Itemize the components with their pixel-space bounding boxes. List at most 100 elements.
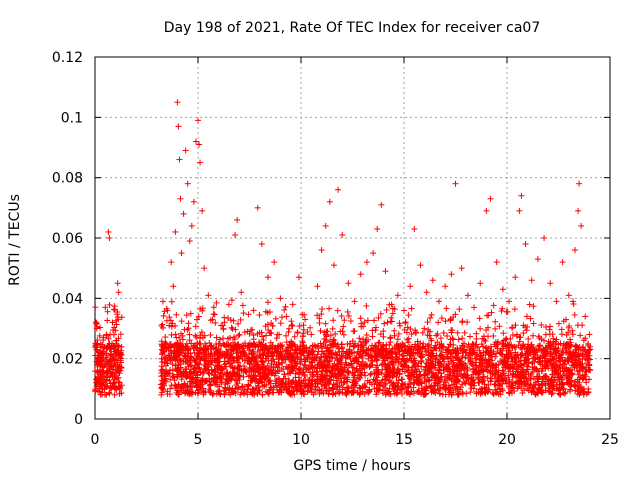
- data-point: [186, 238, 193, 245]
- data-point: [496, 323, 503, 330]
- data-point: [375, 314, 382, 321]
- data-point: [340, 331, 347, 338]
- data-point: [565, 292, 572, 299]
- data-point: [530, 320, 537, 327]
- data-point: [446, 372, 453, 379]
- data-point: [512, 322, 519, 329]
- data-point: [228, 324, 235, 331]
- data-point: [571, 247, 578, 254]
- data-point: [463, 390, 470, 397]
- data-point: [97, 324, 104, 331]
- data-point: [450, 336, 457, 343]
- data-point: [575, 207, 582, 214]
- data-point: [576, 180, 583, 187]
- data-point: [412, 330, 419, 337]
- data-point: [195, 313, 202, 320]
- data-point: [391, 332, 398, 339]
- data-point: [405, 335, 412, 342]
- data-point: [308, 331, 315, 338]
- data-point: [205, 292, 212, 299]
- x-tick-label: 5: [194, 432, 203, 448]
- data-point: [569, 298, 576, 305]
- data-point: [292, 374, 299, 381]
- data-point: [358, 371, 365, 378]
- data-point: [302, 383, 309, 390]
- data-point: [250, 307, 257, 314]
- data-point: [329, 391, 336, 398]
- data-point: [232, 326, 239, 333]
- data-point: [332, 330, 339, 337]
- data-point: [240, 373, 247, 380]
- data-point: [387, 335, 394, 342]
- data-point: [263, 332, 270, 339]
- data-point: [326, 376, 333, 383]
- data-point: [341, 317, 348, 324]
- data-point: [477, 325, 484, 332]
- data-point: [569, 327, 576, 334]
- data-point: [196, 141, 203, 148]
- data-point: [175, 123, 182, 130]
- data-point: [388, 314, 395, 321]
- data-point: [585, 386, 592, 393]
- data-point: [197, 305, 204, 312]
- data-point: [547, 323, 554, 330]
- data-point: [493, 259, 500, 266]
- data-point: [271, 259, 278, 266]
- data-point: [172, 331, 179, 338]
- data-point: [467, 389, 474, 396]
- data-point: [240, 310, 247, 317]
- data-point: [428, 311, 435, 318]
- data-point: [467, 333, 474, 340]
- data-point: [547, 280, 554, 287]
- data-point: [369, 333, 376, 340]
- data-point: [178, 318, 185, 325]
- data-point: [373, 377, 380, 384]
- data-point: [569, 331, 576, 338]
- data-point: [578, 222, 585, 229]
- data-point: [369, 327, 376, 334]
- y-tick-label: 0.02: [52, 352, 83, 368]
- data-point: [380, 328, 387, 335]
- data-point: [538, 321, 545, 328]
- data-point: [395, 330, 402, 337]
- data-point: [177, 195, 184, 202]
- data-point: [405, 339, 412, 346]
- data-point: [318, 311, 325, 318]
- data-point: [282, 303, 289, 310]
- x-tick-label: 0: [91, 432, 100, 448]
- y-tick-label: 0.06: [52, 231, 83, 247]
- data-point: [207, 317, 214, 324]
- data-point: [228, 297, 235, 304]
- data-point: [94, 355, 101, 362]
- data-point: [322, 222, 329, 229]
- data-point: [459, 335, 466, 342]
- data-point: [272, 315, 279, 322]
- data-point: [199, 207, 206, 214]
- data-point: [473, 335, 480, 342]
- axis-ticks: 0 5 10 15 20 25 0 0.02 0.04 0.06 0.08 0.1 0.12: [52, 50, 619, 448]
- data-point: [363, 332, 370, 339]
- data-point: [332, 390, 339, 397]
- data-point: [168, 259, 175, 266]
- data-point: [281, 306, 288, 313]
- data-point: [356, 335, 363, 342]
- data-point: [207, 332, 214, 339]
- data-point: [394, 336, 401, 343]
- data-point: [454, 329, 461, 336]
- data-point: [268, 320, 275, 327]
- data-point: [188, 340, 195, 347]
- data-point: [513, 333, 520, 340]
- data-point: [582, 313, 589, 320]
- data-point: [436, 298, 443, 305]
- data-point: [238, 367, 245, 374]
- data-point: [417, 262, 424, 269]
- data-point: [435, 319, 442, 326]
- data-point: [93, 320, 100, 327]
- data-point: [534, 256, 541, 263]
- data-point: [518, 192, 525, 199]
- data-point: [404, 324, 411, 331]
- data-point: [512, 274, 519, 281]
- data-point: [195, 117, 201, 124]
- data-point: [326, 305, 333, 312]
- data-point: [314, 283, 321, 290]
